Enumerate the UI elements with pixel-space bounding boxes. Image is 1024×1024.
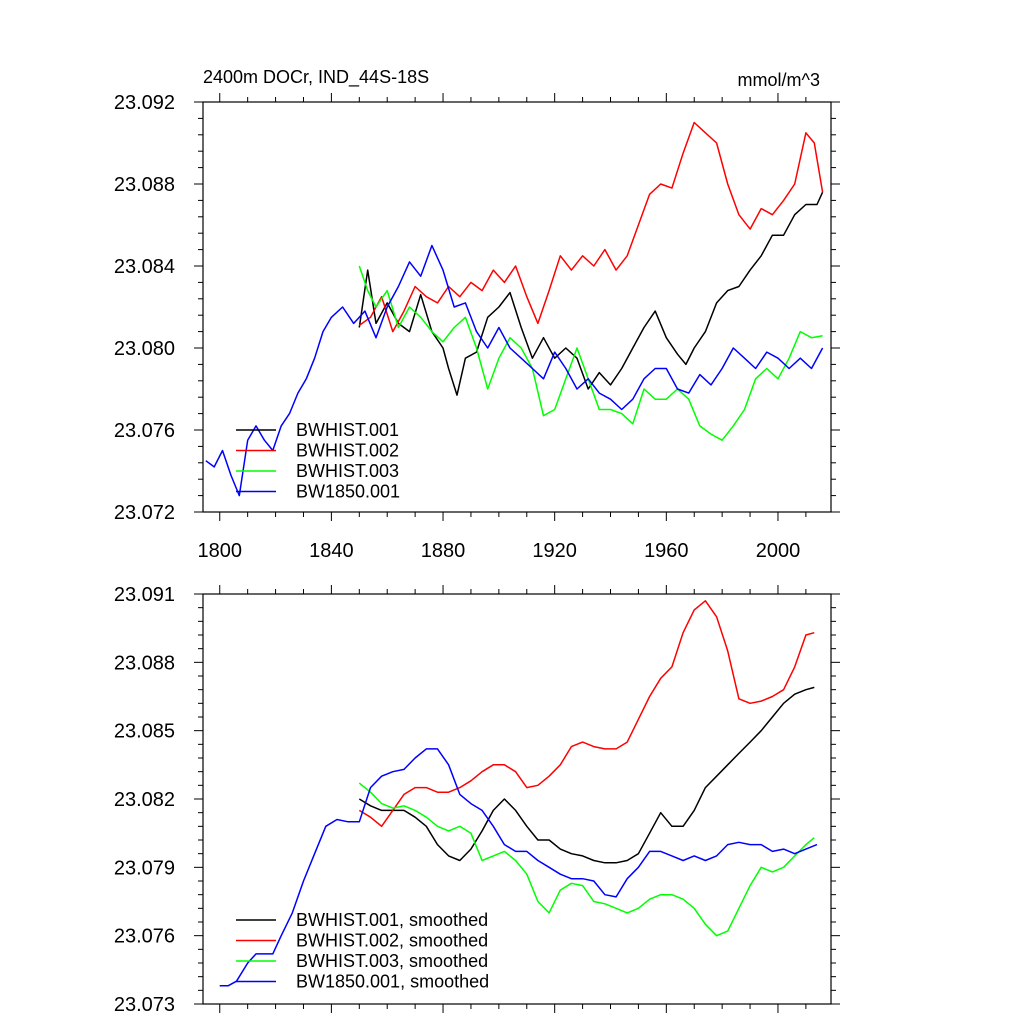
- y-tick-label: 23.088: [114, 652, 175, 674]
- y-tick-label: 23.092: [114, 92, 175, 114]
- x-tick-label: 1840: [309, 540, 354, 562]
- y-tick-label: 23.082: [114, 789, 175, 811]
- y-tick-label: 23.076: [114, 420, 175, 442]
- series-line-1: [358, 191, 824, 396]
- series-line-2: [358, 121, 824, 333]
- legend-label-1: BWHIST.001, smoothed: [296, 910, 488, 930]
- y-tick-label: 23.072: [114, 502, 175, 524]
- series-line-2: [358, 600, 815, 828]
- y-tick-label: 23.088: [114, 174, 175, 196]
- series-line-4: [205, 244, 824, 497]
- y-tick-label: 23.084: [114, 256, 175, 278]
- units-label: mmol/m^3: [738, 70, 820, 90]
- legend-label-4: BW1850.001: [296, 482, 400, 502]
- x-tick-label: 1920: [532, 540, 577, 562]
- series-line-1: [358, 686, 815, 864]
- y-tick-label: 23.080: [114, 338, 175, 360]
- panel-2: 23.073 23.076 23.079 23.082 23.085 23.088 23.0…: [114, 584, 840, 1016]
- legend-label-3: BWHIST.003: [296, 461, 399, 481]
- chart-title: 2400m DOCr, IND_44S-18S: [203, 67, 429, 88]
- legend-label-1: BWHIST.001: [296, 420, 399, 440]
- x-tick-label: 1880: [421, 540, 466, 562]
- series-line-4: [219, 748, 818, 987]
- x-tick-label: 1800: [197, 540, 242, 562]
- legend-label-3: BWHIST.003, smoothed: [296, 951, 488, 971]
- plot-frame: [202, 101, 832, 513]
- legend-label-2: BWHIST.002, smoothed: [296, 931, 488, 951]
- y-tick-label: 23.091: [114, 584, 175, 606]
- y-tick-label: 23.079: [114, 857, 175, 879]
- panel-1: 23.072 23.076 23.080 23.084 23.088 23.092 1800…: [114, 67, 840, 562]
- x-tick-label: 1960: [644, 540, 689, 562]
- legend-label-4: BW1850.001, smoothed: [296, 972, 489, 992]
- y-tick-label: 23.085: [114, 721, 175, 743]
- y-tick-label: 23.073: [114, 994, 175, 1016]
- series-line-3: [358, 782, 815, 937]
- y-tick-label: 23.076: [114, 926, 175, 948]
- x-tick-label: 2000: [756, 540, 801, 562]
- legend-label-2: BWHIST.002: [296, 441, 399, 461]
- series-line-3: [358, 265, 823, 441]
